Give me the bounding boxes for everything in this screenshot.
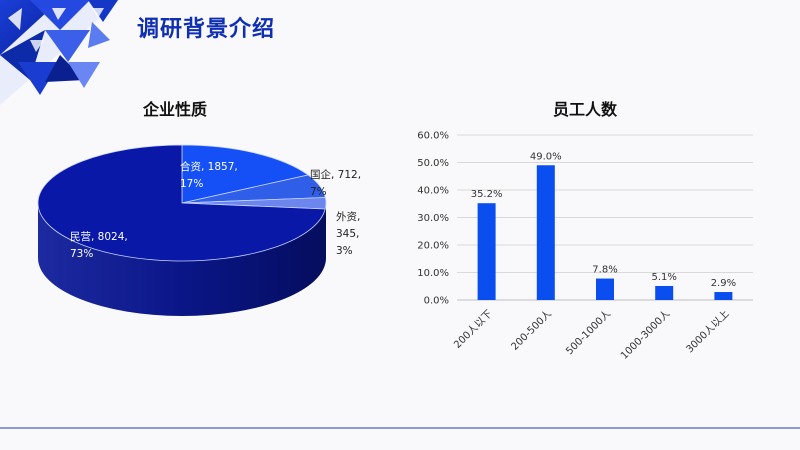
x-tick-label: 500-1000人 xyxy=(564,308,614,358)
pie-chart: 民营, 8024, 73% 合资, 1857, 17% 国企, 712, 7% 外资, 345… xyxy=(37,144,361,316)
y-tick-label: 60.0% xyxy=(417,131,449,142)
y-tick-label: 40.0% xyxy=(417,186,449,197)
y-tick-label: 10.0% xyxy=(417,268,449,279)
bar-2 xyxy=(596,278,614,300)
bar-data-label: 2.9% xyxy=(711,278,736,289)
footer-divider xyxy=(0,427,800,429)
y-tick-label: 0.0% xyxy=(424,296,449,307)
y-tick-label: 20.0% xyxy=(417,241,449,252)
x-tick-label: 3000人以上 xyxy=(684,308,732,356)
pie-label: 合资, 1857, xyxy=(180,160,238,173)
pie-label: 3% xyxy=(336,245,353,257)
bar-chart: 0.0% 10.0% 20.0% 30.0% 40.0% 50.0% 60.0% 35.2%… xyxy=(417,131,753,362)
pie-label: 国企, 712, xyxy=(310,168,361,181)
pie-label: 外资, xyxy=(336,211,360,223)
bar-0 xyxy=(477,203,496,300)
pie-label: 民营, 8024, xyxy=(70,230,128,243)
bar-1 xyxy=(536,165,555,300)
corner-decoration xyxy=(0,0,120,105)
bar-data-label: 7.8% xyxy=(592,265,617,276)
bar-chart-title: 员工人数 xyxy=(553,100,618,119)
bar-3 xyxy=(655,285,674,300)
pie-label: 7% xyxy=(310,186,327,198)
pie-label: 73% xyxy=(70,248,93,260)
bar-data-label: 5.1% xyxy=(651,272,676,283)
slide-title: 调研背景介绍 xyxy=(137,17,276,42)
x-tick-label: 200-500人 xyxy=(509,308,554,353)
pie-label: 17% xyxy=(180,178,203,190)
x-tick-label: 1000-3000人 xyxy=(618,308,672,362)
y-tick-label: 30.0% xyxy=(417,213,449,224)
pie-side-wall xyxy=(38,203,326,316)
pie-slice-0 xyxy=(37,144,326,262)
pie-slice-1 xyxy=(181,144,310,204)
x-tick-label: 200人以下 xyxy=(452,308,495,351)
y-tick-label: 50.0% xyxy=(417,158,449,169)
bar-4 xyxy=(714,292,733,300)
bar-data-label: 49.0% xyxy=(530,151,562,162)
pie-chart-title: 企业性质 xyxy=(143,100,208,119)
bar-data-label: 35.2% xyxy=(471,189,503,200)
pie-label: 345, xyxy=(336,228,359,240)
